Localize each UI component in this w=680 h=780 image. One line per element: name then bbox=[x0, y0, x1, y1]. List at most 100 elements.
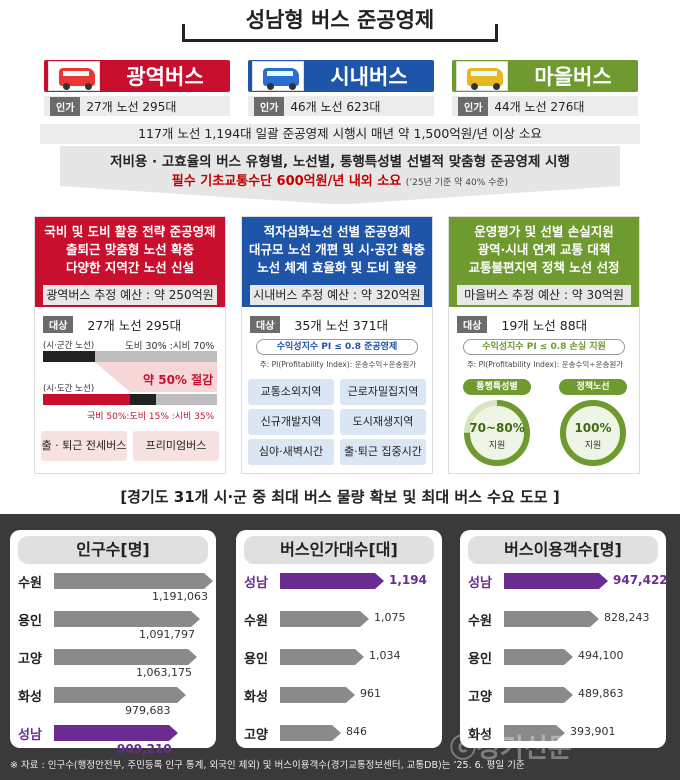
page-title: 성남형 버스 준공영제 bbox=[180, 4, 500, 44]
column-budget: 시내버스 추정 예산 : 약 320억원 bbox=[250, 285, 424, 305]
bar1-label: (시·군간 노선) bbox=[43, 341, 95, 351]
city-label: 수원 bbox=[18, 576, 42, 591]
column-line: 노선 체계 효율화 및 도비 활용 bbox=[257, 260, 417, 275]
stat-value: 494,100 bbox=[578, 649, 624, 662]
bus-header-3: 마을버스 bbox=[452, 60, 638, 92]
bus-sub-3: 인가 44개 노선 276대 bbox=[452, 96, 638, 116]
bus-wheel bbox=[289, 83, 296, 90]
bus-icon bbox=[456, 61, 508, 91]
stat-value: 1,091,797 bbox=[139, 628, 195, 641]
bus-wheel bbox=[267, 83, 274, 90]
support-ring bbox=[560, 400, 626, 466]
bus-info: 44개 노선 276대 bbox=[494, 99, 585, 114]
bar1-text: 도비 30% :시비 70% bbox=[125, 341, 215, 352]
ring-value: 100% bbox=[574, 421, 612, 435]
stat-bar bbox=[280, 725, 341, 741]
column-line: 출퇴근 맞춤형 노선 확충 bbox=[65, 242, 195, 257]
bus-icon bbox=[252, 61, 304, 91]
city-label: 용인 bbox=[244, 652, 268, 667]
bus-info: 27개 노선 295대 bbox=[86, 99, 177, 114]
stat-bar bbox=[280, 687, 355, 703]
bus-wheel bbox=[85, 83, 92, 90]
bar2-seg bbox=[43, 394, 130, 405]
bus-name: 시내버스 bbox=[330, 65, 408, 89]
bus-name: 마을버스 bbox=[534, 65, 612, 89]
ring-label: 정책노선 bbox=[559, 379, 627, 395]
stat-value: 846 bbox=[346, 725, 367, 738]
stat-bar bbox=[280, 573, 384, 589]
save-wedge bbox=[95, 362, 217, 392]
bus-tag: 인가 bbox=[254, 96, 285, 116]
bus-sub-1: 인가 27개 노선 295대 bbox=[44, 96, 230, 116]
title-bracket bbox=[182, 24, 498, 42]
bar2-label: (시·도간 노선) bbox=[43, 384, 95, 394]
stats-panel-3: 버스이용객수[명] 성남 947,422 수원 828,243 용인 494,100 고양 48… bbox=[460, 530, 668, 748]
stat-value: 1,034 bbox=[369, 649, 401, 662]
target-value: 35개 노선 371대 bbox=[294, 317, 389, 333]
target-value: 19개 노선 88대 bbox=[501, 317, 588, 333]
city-label: 화성 bbox=[18, 690, 42, 705]
target-value: 27개 노선 295대 bbox=[87, 317, 182, 333]
city-label: 수원 bbox=[244, 614, 268, 629]
stat-value: 1,194 bbox=[389, 573, 427, 587]
chip: 신규개발지역 bbox=[248, 409, 334, 435]
city-label: 고양 bbox=[18, 652, 42, 667]
chip: 프리미엄버스 bbox=[133, 431, 219, 461]
stat-value: 947,422 bbox=[613, 573, 668, 587]
bus-wheel bbox=[63, 83, 70, 90]
stat-value: 1,063,175 bbox=[136, 666, 192, 679]
bus-window bbox=[63, 71, 89, 76]
bus-sub-2: 인가 46개 노선 623대 bbox=[248, 96, 434, 116]
stat-value: 828,243 bbox=[604, 611, 650, 624]
stat-bar bbox=[54, 573, 213, 589]
bar1-do bbox=[43, 351, 96, 362]
stat-bar bbox=[504, 649, 573, 665]
stat-bar bbox=[504, 725, 565, 741]
column-line: 대규모 노선 개편 및 시·공간 확충 bbox=[248, 242, 425, 257]
stat-value: 1,075 bbox=[374, 611, 406, 624]
chip: 교통소외지역 bbox=[248, 379, 334, 405]
column-target: 대상 19개 노선 88대 bbox=[457, 315, 631, 333]
chip: 근로자밀집지역 bbox=[340, 379, 426, 405]
column-line: 운영평가 및 선별 손실지원 bbox=[474, 224, 614, 239]
stat-bar bbox=[54, 725, 178, 741]
pi-note: 주: PI(Profitability Index): 운송수익÷운송원가 bbox=[259, 360, 417, 369]
target-tag: 대상 bbox=[457, 315, 488, 333]
column-line: 국비 및 도비 활용 전략 준공영제 bbox=[44, 224, 216, 239]
city-label: 성남 bbox=[18, 728, 42, 743]
stats-panel-1: 인구수[명] 수원 1,191,063 용인 1,091,797 고양 1,063,175 화… bbox=[10, 530, 216, 756]
city-label: 성남 bbox=[468, 576, 492, 591]
stat-bar bbox=[504, 611, 599, 627]
stat-bar bbox=[280, 649, 364, 665]
column-3: 운영평가 및 선별 손실지원 광역·시내 연계 교통 대책 교통불편지역 정책 노선… bbox=[448, 216, 640, 474]
bus-header-1: 광역버스 bbox=[44, 60, 230, 92]
panel-title: 버스이용객수[명] bbox=[468, 536, 658, 564]
panel-title: 버스인가대수[대] bbox=[244, 536, 434, 564]
chip: 출·퇴근 집중시간 bbox=[340, 439, 426, 465]
target-tag: 대상 bbox=[43, 315, 74, 333]
pi-note: 주: PI(Profitability Index): 운송수익÷운송원가 bbox=[466, 360, 624, 369]
panel-title: 인구수[명] bbox=[18, 536, 208, 564]
stat-value: 489,863 bbox=[578, 687, 624, 700]
ring-value: 70~80% bbox=[469, 421, 525, 435]
ring-label: 통행특성별 bbox=[463, 379, 531, 395]
city-label: 용인 bbox=[468, 652, 492, 667]
column-line: 교통불편지역 정책 노선 선정 bbox=[468, 260, 620, 275]
column-budget: 마을버스 추정 예산 : 약 30억원 bbox=[457, 285, 631, 305]
chip: 심야·새벽시간 bbox=[248, 439, 334, 465]
bus-wheel bbox=[471, 83, 478, 90]
column-2: 적자심화노선 선별 준공영제 대규모 노선 개편 및 시·공간 확충 노선 체계 효… bbox=[241, 216, 433, 474]
stat-value: 909,210 bbox=[117, 742, 172, 756]
stat-bar bbox=[504, 573, 608, 589]
stat-value: 393,901 bbox=[570, 725, 616, 738]
region-title: [경기도 31개 시·군 중 최대 버스 물량 확보 및 최대 버스 수요 도모… bbox=[120, 488, 560, 506]
pi-box: 수익성지수 PI ≤ 0.8 손실 지원 bbox=[463, 339, 625, 355]
watermark: ⓒ경기신문 bbox=[450, 734, 572, 764]
column-budget: 광역버스 추정 예산 : 약 250억원 bbox=[43, 285, 217, 305]
target-tag: 대상 bbox=[250, 315, 281, 333]
column-line: 다양한 지역간 노선 신설 bbox=[65, 260, 195, 275]
bus-icon bbox=[48, 61, 100, 91]
stat-bar bbox=[504, 687, 573, 703]
city-label: 성남 bbox=[244, 576, 268, 591]
bus-wheel bbox=[493, 83, 500, 90]
